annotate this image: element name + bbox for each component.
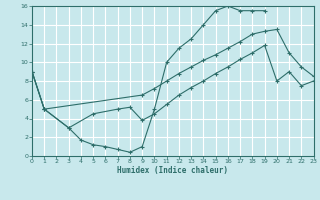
X-axis label: Humidex (Indice chaleur): Humidex (Indice chaleur)	[117, 166, 228, 175]
